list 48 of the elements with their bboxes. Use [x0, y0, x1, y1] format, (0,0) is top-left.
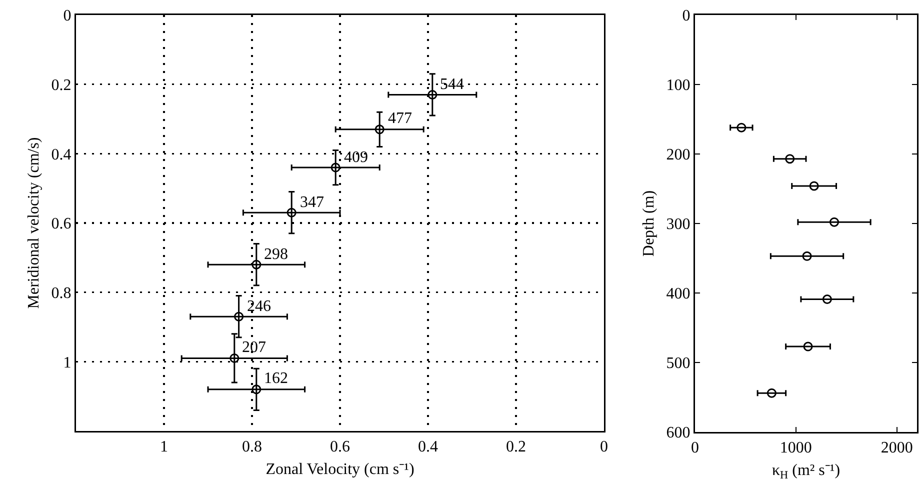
- x-axis-title: κ$_{H}$ (m² s⁻¹): [772, 462, 840, 482]
- point: [766, 388, 776, 398]
- y-axis-title: Meridional velocity (cm/s): [25, 137, 42, 309]
- annotation: 347: [300, 194, 324, 211]
- point: [803, 342, 813, 352]
- x-tick-label: 2000: [880, 440, 913, 457]
- annotation: 298: [264, 246, 288, 263]
- y-tick-label: 200: [666, 146, 690, 164]
- point: [252, 260, 262, 270]
- x-tick-label: 1: [160, 438, 168, 456]
- y-tick-label: 500: [666, 355, 690, 372]
- y-tick-label: 100: [666, 77, 690, 94]
- x-tick-label: 0.6: [330, 438, 350, 456]
- x-axis-title: Zonal Velocity (cm s⁻¹): [266, 461, 414, 478]
- y-tick-label: 400: [666, 286, 690, 303]
- x-tick-label: 0.8: [242, 438, 262, 456]
- y-axis-title: Depth (m): [640, 190, 658, 257]
- annotation: 409: [344, 149, 368, 166]
- x-tick-label: 1000: [780, 440, 812, 457]
- point: [822, 294, 832, 304]
- point: [330, 162, 340, 172]
- y-tick-label: 1: [63, 354, 72, 372]
- point: [785, 154, 795, 164]
- point: [428, 90, 438, 100]
- annotation: 207: [242, 339, 266, 356]
- point: [830, 217, 839, 227]
- y-tick-label: 0: [63, 8, 72, 25]
- annotation: 162: [264, 370, 288, 387]
- point: [802, 251, 812, 261]
- point: [736, 122, 746, 132]
- y-tick-label: 300: [666, 216, 690, 234]
- y-tick-label: 0.4: [51, 146, 72, 164]
- point: [286, 208, 296, 218]
- annotation: 246: [247, 298, 271, 315]
- y-tick-label: 0: [682, 8, 690, 25]
- x-tick-label: 0: [600, 438, 608, 456]
- x-tick-label: 0.2: [506, 438, 526, 456]
- point: [252, 384, 262, 394]
- point: [374, 124, 384, 134]
- y-tick-label: 0.8: [51, 284, 72, 302]
- y-tick-label: 0.2: [51, 76, 72, 94]
- y-tick-label: 600: [666, 424, 690, 442]
- point: [234, 312, 244, 322]
- point: [230, 353, 240, 363]
- annotation: 477: [388, 110, 412, 127]
- point: [809, 181, 819, 191]
- x-tick-label: 0.4: [418, 438, 438, 456]
- y-tick-label: 0.6: [51, 216, 72, 233]
